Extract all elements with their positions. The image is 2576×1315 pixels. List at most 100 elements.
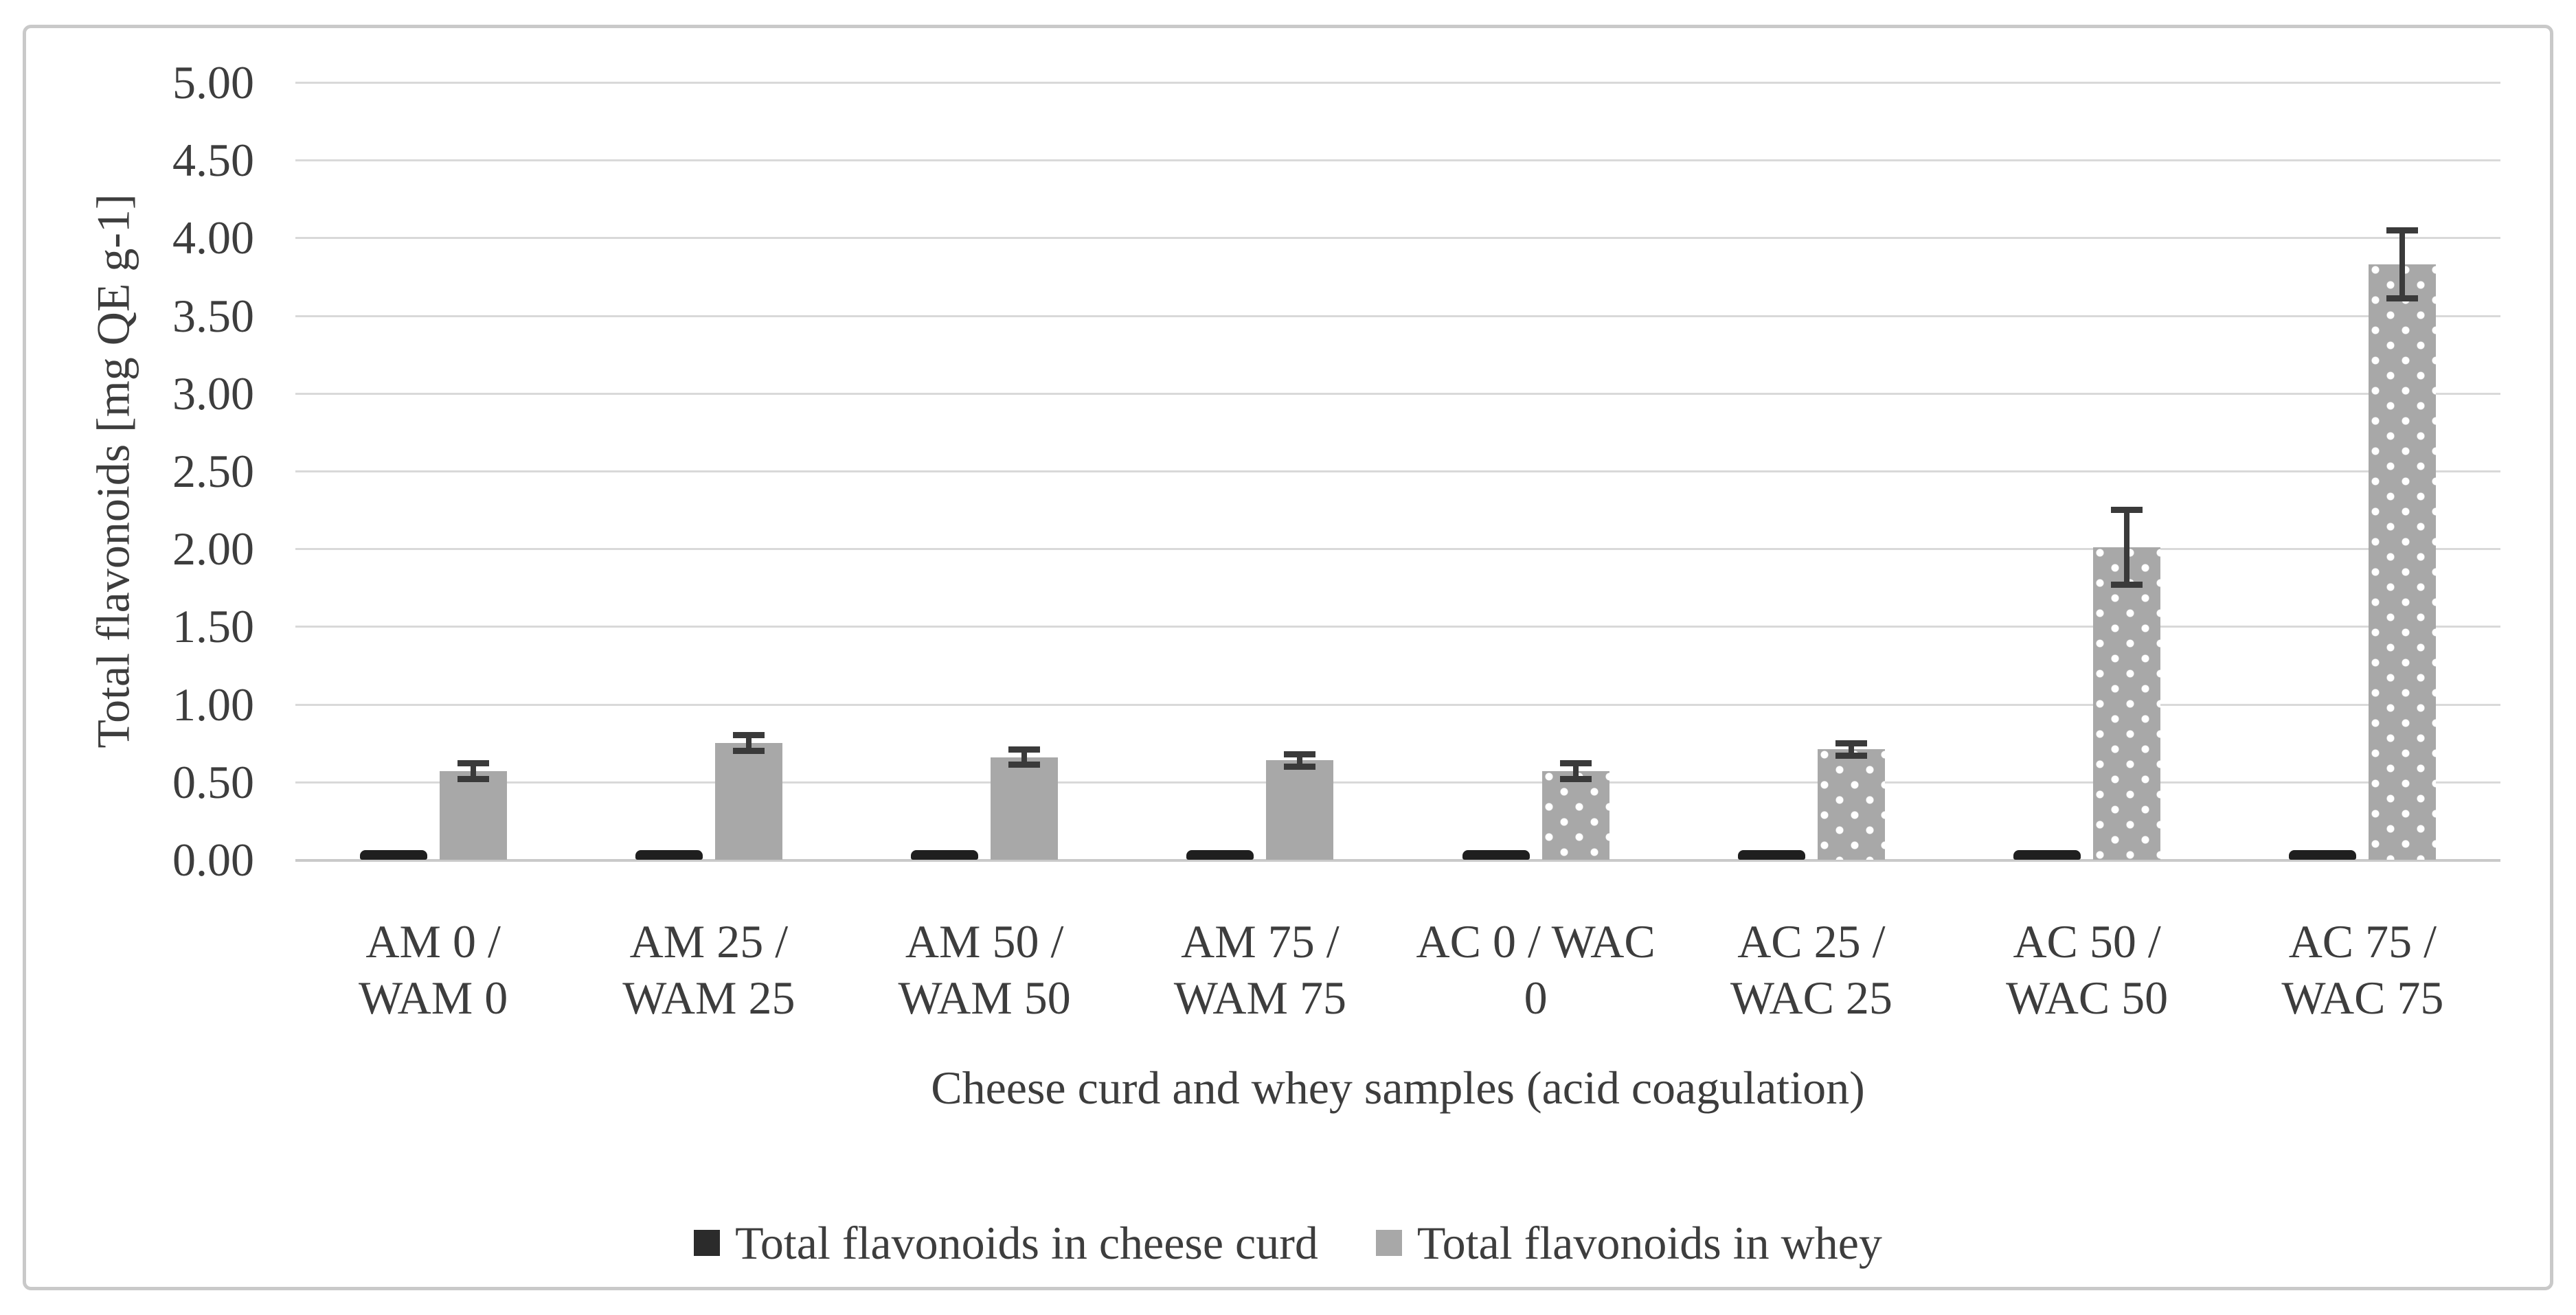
x-category-label-line: AM 0 / — [365, 915, 501, 968]
error-bar — [732, 732, 765, 755]
x-axis-line — [295, 859, 2500, 862]
legend-swatch-cheese-curd-icon — [694, 1230, 721, 1256]
bar-group — [295, 82, 571, 860]
y-tick-label: 4.00 — [172, 211, 254, 264]
x-category-label-line: AC 25 / — [1737, 915, 1886, 968]
legend-swatch-whey-icon — [1375, 1230, 1402, 1256]
bar-whey — [1266, 760, 1334, 860]
x-category-label-line: AM 75 / — [1181, 915, 1340, 968]
bar-cheese-curd — [2013, 850, 2081, 860]
bar-group — [1673, 82, 1949, 860]
error-bar-cap — [2111, 507, 2143, 514]
error-bar — [1835, 740, 1867, 759]
x-category-label-line: WAC 75 — [2281, 972, 2444, 1024]
y-tick-label: 3.50 — [172, 289, 254, 342]
error-bar-cap — [1835, 752, 1867, 759]
bar-whey — [2369, 264, 2437, 860]
gridline — [295, 159, 2500, 162]
bar-group — [1950, 82, 2225, 860]
error-bar-cap — [457, 760, 489, 767]
bar-whey-wrap — [1817, 740, 1885, 860]
x-category-label-line: WAM 0 — [359, 972, 508, 1024]
error-bar — [1559, 760, 1592, 782]
error-bar-cap — [1835, 740, 1867, 746]
bar-whey — [991, 757, 1059, 860]
gridline — [295, 548, 2500, 551]
error-bar-line — [1848, 740, 1854, 759]
error-bar-cap — [1559, 775, 1592, 782]
x-category-label: AC 50 /WAC 50 — [1950, 913, 2225, 1026]
error-bar-cap — [1284, 763, 1316, 770]
gridline — [295, 470, 2500, 472]
legend-label-cheese-curd: Total flavonoids in cheese curd — [735, 1216, 1318, 1269]
x-category-label: AC 75 /WAC 75 — [2225, 913, 2500, 1026]
bar-whey — [1541, 770, 1609, 860]
bar-whey — [439, 770, 507, 860]
error-bar — [1284, 751, 1316, 770]
x-category-label-line: AC 0 / WAC — [1416, 915, 1656, 968]
x-category-label-line: AC 75 / — [2288, 915, 2437, 968]
error-bar-cap — [2386, 227, 2419, 233]
gridline — [295, 392, 2500, 395]
x-category-label-line: WAM 50 — [898, 972, 1071, 1024]
error-bar-line — [1572, 760, 1579, 782]
x-category-label: AM 75 /WAM 75 — [1122, 913, 1398, 1026]
x-category-label: AM 0 /WAM 0 — [295, 913, 571, 1026]
error-bar-cap — [2111, 581, 2143, 588]
error-bar — [457, 760, 489, 782]
bar-whey-wrap — [2093, 507, 2161, 860]
error-bar-line — [470, 760, 476, 782]
bar-group — [847, 82, 1122, 860]
bar-cheese-curd — [1462, 850, 1530, 860]
error-bar-line — [745, 732, 752, 755]
error-bar-cap — [732, 732, 765, 739]
x-category-label: AC 25 /WAC 25 — [1673, 913, 1949, 1026]
error-bar-line — [1021, 746, 1028, 768]
gridline — [295, 237, 2500, 240]
x-category-label-line: AM 50 / — [905, 915, 1064, 968]
bar-cheese-curd — [1737, 850, 1805, 860]
error-bar — [2386, 227, 2419, 302]
y-tick-label: 5.00 — [172, 56, 254, 108]
legend-item-whey: Total flavonoids in whey — [1375, 1216, 1882, 1270]
x-category-label-line: AC 50 / — [2013, 915, 2161, 968]
bar-whey-wrap — [1266, 751, 1334, 860]
bar-whey — [1817, 749, 1885, 860]
y-tick-label: 0.00 — [172, 834, 254, 886]
error-bar-line — [2124, 507, 2130, 588]
y-tick-label: 4.50 — [172, 134, 254, 187]
legend-item-cheese-curd: Total flavonoids in cheese curd — [694, 1216, 1318, 1270]
error-bar-cap — [1559, 760, 1592, 767]
plot-area — [295, 82, 2500, 862]
bar-whey-wrap — [714, 732, 782, 860]
bar-whey-wrap — [1541, 760, 1609, 860]
error-bar-line — [2399, 227, 2406, 302]
bar-group — [2225, 82, 2500, 860]
x-category-label-line: WAC 25 — [1730, 972, 1893, 1024]
bar-cheese-curd — [635, 850, 703, 860]
x-category-label-line: WAC 50 — [2006, 972, 2169, 1024]
x-axis-title: Cheese curd and whey samples (acid coagu… — [931, 1062, 1865, 1114]
x-category-label-line: WAM 75 — [1173, 972, 1346, 1024]
error-bar-cap — [1284, 751, 1316, 757]
error-bar — [1008, 746, 1041, 768]
bar-cheese-curd — [359, 850, 427, 860]
x-category-label: AM 50 /WAM 50 — [847, 913, 1122, 1026]
bar-whey — [714, 743, 782, 860]
error-bar-cap — [732, 748, 765, 755]
x-category-label: AC 0 / WAC 0 — [1398, 913, 1673, 1026]
bar-cheese-curd — [2289, 850, 2357, 860]
bar-whey-wrap — [439, 760, 507, 860]
x-category-label-line: 0 — [1524, 972, 1548, 1024]
y-tick-label: 2.50 — [172, 445, 254, 497]
bar-whey — [2093, 547, 2161, 860]
bar-group — [1122, 82, 1398, 860]
legend: Total flavonoids in cheese curd Total fl… — [0, 1210, 2576, 1276]
error-bar-line — [1297, 751, 1303, 770]
bar-whey-wrap — [2369, 227, 2437, 860]
error-bar-cap — [1008, 762, 1041, 768]
y-tick-label: 3.00 — [172, 367, 254, 420]
x-category-label: AM 25 /WAM 25 — [571, 913, 846, 1026]
bar-cheese-curd — [911, 850, 979, 860]
gridline — [295, 781, 2500, 784]
